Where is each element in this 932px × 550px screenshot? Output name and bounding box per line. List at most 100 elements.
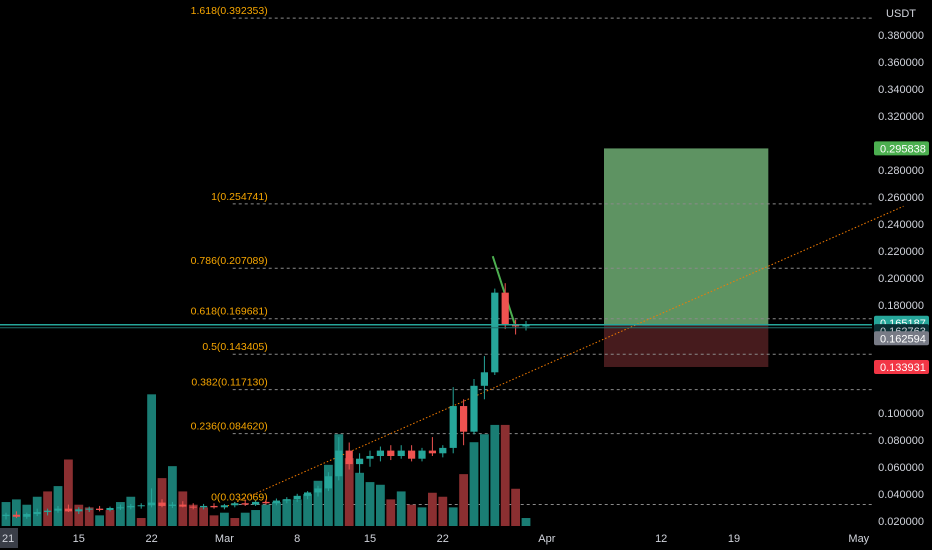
volume-bar	[136, 518, 146, 526]
candle-body	[470, 385, 478, 432]
candle-body	[179, 504, 187, 507]
fib-label: 0.5(0.143405)	[202, 341, 267, 353]
candle-body	[460, 406, 468, 432]
candle-body	[23, 514, 31, 517]
candle-body	[64, 508, 72, 512]
profit-zone	[604, 148, 769, 325]
volume-bar	[459, 474, 468, 526]
volume-bar	[74, 504, 84, 526]
fib-label: 1(0.254741)	[211, 191, 268, 203]
volume-bar	[521, 518, 531, 526]
volume-bar	[64, 459, 73, 526]
candle-body	[12, 514, 20, 517]
candle-body	[220, 505, 228, 508]
y-tick-label: 0.380000	[878, 30, 924, 42]
price-badge-value: 0.133931	[880, 362, 926, 374]
x-tick-label: 21	[2, 533, 14, 545]
volume-bar	[230, 518, 240, 526]
price-badge	[874, 359, 929, 374]
candle-body	[283, 499, 291, 501]
y-tick-label: 0.100000	[878, 408, 924, 420]
price-badge	[874, 141, 929, 156]
candle-body	[54, 508, 62, 511]
y-tick-label: 0.260000	[878, 192, 924, 204]
price-badges: 0.2958380.16518716:31:130.1627630.162594…	[874, 141, 929, 374]
volume-bar	[386, 499, 396, 526]
volume-bar	[126, 496, 136, 526]
candle-body	[439, 447, 447, 454]
volume-bar	[168, 466, 177, 526]
volume-bar	[313, 480, 323, 526]
y-tick-label: 0.080000	[878, 435, 924, 447]
candle-body	[168, 504, 176, 506]
volume-bar	[240, 512, 250, 526]
candle-body	[512, 325, 520, 327]
candle-body	[262, 501, 270, 504]
y-tick-label: 0.340000	[878, 84, 924, 96]
candle-body	[200, 505, 208, 508]
y-tick-label: 0.220000	[878, 246, 924, 258]
volume-bar	[199, 507, 208, 526]
y-tick-label: 0.040000	[878, 489, 924, 501]
y-tick-label: 0.360000	[878, 57, 924, 69]
volume-bar	[178, 491, 188, 526]
candle-body	[366, 456, 374, 459]
volume-bar	[438, 496, 448, 526]
candle-body	[397, 450, 405, 456]
y-tick-label: 0.320000	[878, 111, 924, 123]
candle-body	[345, 450, 353, 465]
candle-body	[44, 510, 52, 513]
y-tick-label: 0.280000	[878, 165, 924, 177]
candle-body	[480, 372, 488, 386]
y-tick-label: 0.200000	[878, 273, 924, 285]
volume-bar	[84, 507, 94, 526]
candle-body	[335, 450, 343, 477]
y-tick-label: 0.020000	[878, 516, 924, 528]
x-tick-label: 22	[437, 533, 449, 545]
price-axis[interactable]: USDT 0.380000 0.360000 0.340000 0.320000 0.2…	[878, 8, 924, 528]
volume-bar	[428, 492, 437, 526]
x-tick-label: Mar	[215, 533, 234, 545]
time-axis[interactable]: 21 15 22 Mar 8 15 22 Apr 12 19 May	[0, 528, 870, 548]
candle-body	[2, 514, 10, 517]
candle-body	[252, 501, 260, 505]
x-tick-label: 15	[73, 533, 85, 545]
volume-bar	[511, 488, 520, 526]
x-tick-label: 19	[728, 533, 740, 545]
candle-body	[148, 502, 156, 506]
volume-bar	[147, 394, 156, 526]
candle-body	[127, 505, 135, 508]
currency-label: USDT	[886, 8, 916, 20]
volume-bar	[365, 482, 375, 526]
candle-body	[158, 502, 166, 506]
x-tick-label: 22	[145, 533, 157, 545]
volume-bar	[448, 507, 458, 526]
candle-body	[428, 450, 436, 454]
volume-bar	[480, 434, 489, 526]
candle-body	[491, 292, 499, 373]
candle-body	[376, 450, 384, 456]
candle-body	[501, 292, 509, 326]
fib-label: 0(0.032069)	[211, 492, 268, 504]
volume-bar	[344, 458, 354, 526]
x-tick-highlight	[0, 528, 18, 548]
fib-label: 0.236(0.084620)	[191, 421, 268, 433]
current-price-line	[0, 324, 872, 329]
volume-bar	[282, 499, 292, 526]
candle-body	[33, 512, 41, 515]
volume-bar	[95, 515, 104, 526]
candle-body	[116, 507, 124, 509]
candle-body	[449, 406, 457, 448]
y-tick-label: 0.060000	[878, 462, 924, 474]
candle-body	[75, 509, 83, 512]
candle-body	[272, 500, 280, 504]
volume-bar	[292, 499, 302, 526]
volume-bar	[490, 424, 500, 526]
y-tick-label: 0.180000	[878, 300, 924, 312]
volume-bar	[116, 502, 125, 526]
fib-label: 0.618(0.169681)	[191, 306, 268, 318]
candle-body	[356, 458, 364, 465]
x-tick-label: May	[848, 533, 869, 545]
